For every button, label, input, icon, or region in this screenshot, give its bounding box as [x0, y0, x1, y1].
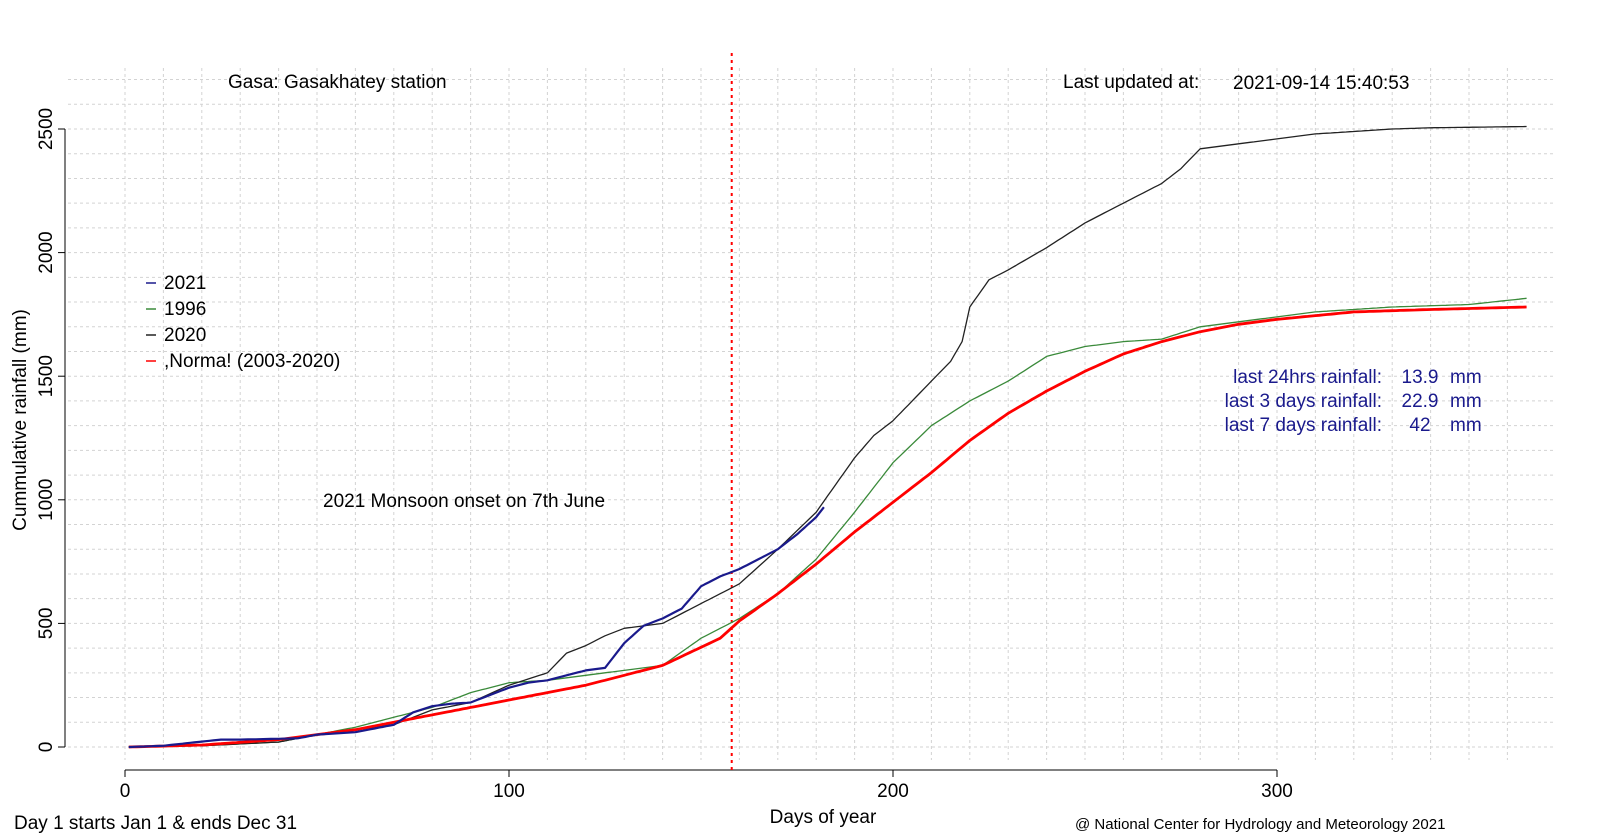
stat-unit: mm: [1450, 415, 1482, 436]
series-lines: [128, 125, 1527, 749]
x-tick-label: 0: [120, 781, 131, 802]
legend-label: 1996: [164, 299, 206, 320]
updated-value: 2021-09-14 15:40:53: [1233, 73, 1409, 94]
x-tick-label: 200: [877, 781, 909, 802]
day-note: Day 1 starts Jan 1 & ends Dec 31: [14, 813, 297, 834]
series-line-2021: [128, 506, 825, 749]
stat-value: 22.9: [1402, 391, 1439, 412]
legend-label: 2021: [164, 273, 206, 294]
stat-value: 13.9: [1402, 367, 1439, 388]
y-tick-label: 500: [36, 608, 57, 640]
grid: [68, 68, 1555, 760]
onset-annotation: 2021 Monsoon onset on 7th June: [323, 491, 605, 512]
y-tick-label: 1000: [36, 479, 57, 521]
y-tick-label: 2500: [36, 108, 57, 150]
stat-label: last 3 days rainfall:: [1225, 391, 1382, 412]
updated-label: Last updated at:: [1063, 72, 1199, 93]
chart-title: Gasa: Gasakhatey station: [228, 72, 447, 93]
x-axis-label: Days of year: [770, 807, 877, 828]
series-line-norma-2003-2020: [128, 305, 1527, 749]
stat-label: last 7 days rainfall:: [1225, 415, 1382, 436]
x-tick-label: 300: [1261, 781, 1293, 802]
legend-label: ,Norma! (2003-2020): [164, 351, 340, 372]
credit: @ National Center for Hydrology and Mete…: [1075, 816, 1445, 833]
series-line-1996: [128, 297, 1527, 748]
x-tick-label: 100: [493, 781, 525, 802]
stat-value: 42: [1409, 415, 1430, 436]
y-tick-label: 2000: [36, 231, 57, 273]
y-axis-label: Cummulative rainfall (mm): [10, 309, 31, 531]
rainfall-stats: last 24hrs rainfall: 13.9 mm last 3 days ra…: [1225, 367, 1482, 436]
y-tick-label: 0: [36, 742, 57, 753]
series-line-2020: [128, 125, 1527, 748]
stat-label: last 24hrs rainfall:: [1233, 367, 1382, 388]
y-tick-label: 1500: [36, 355, 57, 397]
axes: 0 500 1000 1500 2000 2500 0 100 200 300: [36, 53, 1293, 802]
legend-label: 2020: [164, 325, 206, 346]
stat-unit: mm: [1450, 391, 1482, 412]
stat-unit: mm: [1450, 367, 1482, 388]
legend: 2021 1996 2020 ,Norma! (2003-2020): [146, 273, 340, 372]
